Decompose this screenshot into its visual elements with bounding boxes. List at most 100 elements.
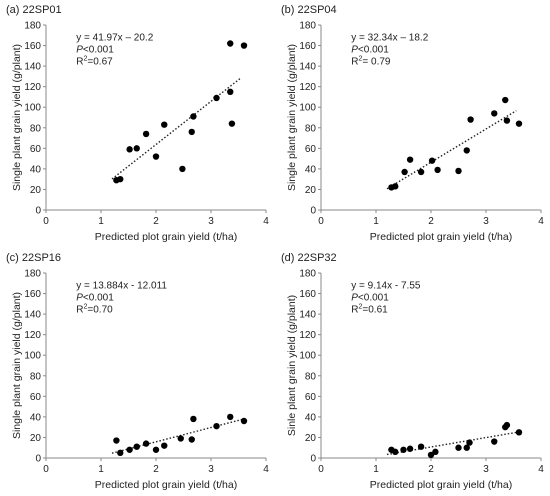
data-point [188, 128, 195, 136]
r-symbol: R [76, 304, 83, 315]
chart-title: (a) 22SP01 [6, 4, 62, 16]
y-tick-label: 140 [24, 310, 41, 321]
chart-title: (c) 22SP16 [6, 252, 61, 264]
data-point [463, 444, 470, 451]
y-tick-label: 100 [24, 103, 41, 114]
y-tick-label: 20 [305, 433, 317, 444]
chart-panel-2: (c) 22SP16 0 20 40 60 80 100 120 140 160 180 0 1 2 3 4 P… [0, 248, 275, 496]
x-axis-title: Predicted plot grain yield (t/ha) [95, 479, 237, 491]
chart-svg: (b) 22SP04 0 20 40 60 80 100 120 140 160 180 0 1 2 3 4 P… [281, 4, 544, 243]
chart-title: (d) 22SP32 [281, 252, 337, 264]
data-point [152, 153, 160, 160]
y-tick-label: 120 [299, 330, 316, 341]
x-tick-label: 1 [98, 464, 104, 475]
data-point [227, 88, 234, 96]
r-squared-exponent: 2 [358, 55, 362, 62]
data-point [227, 413, 234, 421]
r-squared-label: R2=0.67 [76, 55, 113, 67]
data-point [161, 442, 168, 449]
regression-equation: y = 41.97x – 20.2 [76, 32, 153, 43]
p-value-label: P<0.001 [351, 44, 389, 55]
y-tick-label: 40 [30, 164, 42, 175]
data-point [190, 113, 197, 120]
x-tick-label: 2 [428, 216, 434, 227]
data-point [113, 437, 120, 444]
data-point [117, 175, 124, 183]
chart-svg: (c) 22SP16 0 20 40 60 80 100 120 140 160 180 0 1 2 3 4 P… [6, 252, 269, 491]
data-point [133, 443, 140, 450]
data-point [463, 147, 470, 154]
p-value: <0.001 [358, 292, 389, 303]
y-tick-label: 120 [24, 330, 41, 341]
y-tick-label: 140 [299, 62, 316, 73]
y-tick-label: 40 [305, 412, 317, 423]
y-tick-label: 180 [24, 21, 41, 32]
p-symbol: P [76, 44, 83, 55]
r-squared-exponent: 2 [358, 303, 362, 310]
y-tick-label: 100 [299, 103, 316, 114]
data-point [432, 448, 439, 456]
r-symbol: R [76, 56, 83, 67]
data-point [188, 436, 195, 443]
regression-equation: y = 32.34x – 18.2 [351, 32, 428, 43]
x-tick-label: 3 [483, 464, 489, 475]
x-tick-label: 4 [263, 216, 269, 227]
data-point [392, 183, 399, 190]
y-tick-label: 120 [24, 82, 41, 93]
chart-panel-1: (b) 22SP04 0 20 40 60 80 100 120 140 160 180 0 1 2 3 4 P… [275, 0, 550, 248]
data-point [117, 449, 124, 457]
y-tick-label: 120 [299, 82, 316, 93]
x-tick-label: 1 [373, 464, 379, 475]
y-tick-label: 160 [24, 289, 41, 300]
data-point [428, 157, 436, 164]
x-tick-label: 4 [263, 464, 269, 475]
data-point [126, 146, 133, 153]
r-squared-value: =0.61 [362, 304, 388, 315]
y-tick-label: 0 [35, 454, 41, 465]
p-symbol: P [76, 292, 83, 303]
trendline [386, 110, 517, 190]
p-symbol: P [351, 44, 358, 55]
y-axis-title: Single plant grain yield (g/plant) [11, 44, 23, 191]
trendline [386, 431, 520, 456]
x-axis-title: Predicted plot grain yield (t/ha) [370, 479, 512, 491]
y-tick-label: 140 [24, 62, 41, 73]
data-point [503, 421, 511, 429]
y-tick-label: 20 [305, 185, 317, 196]
data-point [406, 445, 414, 452]
data-point [392, 448, 399, 456]
data-point [467, 116, 474, 123]
trendline [111, 77, 242, 180]
y-axis-title: Single plant grain yield (g/plant) [11, 292, 23, 439]
p-symbol: P [351, 292, 358, 303]
data-point [161, 121, 168, 128]
x-tick-label: 4 [538, 464, 544, 475]
data-point [417, 443, 425, 450]
x-tick-label: 0 [318, 216, 324, 227]
y-tick-label: 60 [305, 392, 317, 403]
data-point [400, 446, 407, 453]
r-symbol: R [351, 56, 358, 67]
data-point [502, 96, 509, 104]
chart-panel-0: (a) 22SP01 0 20 40 60 80 100 120 140 160 180 0 1 2 3 4 P… [0, 0, 275, 248]
data-point [491, 110, 498, 117]
data-point [213, 94, 220, 102]
p-value: <0.001 [83, 292, 114, 303]
data-point [152, 446, 160, 453]
p-value-label: P<0.001 [76, 44, 114, 55]
p-value-label: P<0.001 [76, 292, 114, 303]
y-tick-label: 40 [305, 164, 317, 175]
data-point [240, 417, 248, 425]
r-squared-exponent: 2 [83, 55, 87, 62]
data-point [177, 435, 184, 442]
y-tick-label: 80 [305, 123, 317, 134]
y-tick-label: 160 [299, 41, 316, 52]
y-tick-label: 140 [299, 310, 316, 321]
x-tick-label: 2 [428, 464, 434, 475]
regression-equation: y = 13.884x - 12.011 [76, 280, 167, 291]
chart-svg: (d) 22SP32 0 20 40 60 80 100 120 140 160 180 0 1 2 3 4 P… [281, 252, 544, 491]
data-point [455, 444, 462, 451]
x-tick-label: 0 [43, 216, 49, 227]
x-tick-label: 0 [318, 464, 324, 475]
